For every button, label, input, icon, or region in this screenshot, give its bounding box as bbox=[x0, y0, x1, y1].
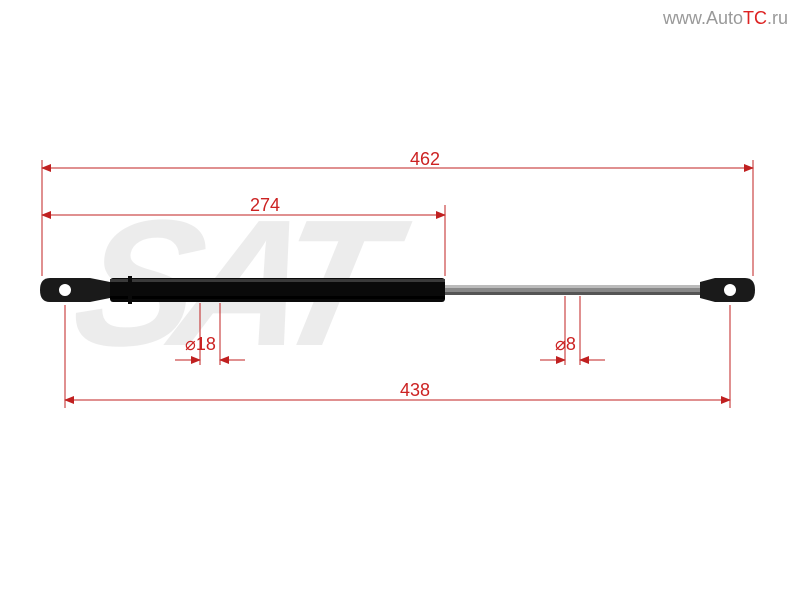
strut-rod bbox=[445, 285, 700, 295]
dim-label-d8: ⌀8 bbox=[555, 334, 576, 355]
left-end-fitting bbox=[40, 278, 110, 302]
dim-label-462: 462 bbox=[410, 149, 440, 170]
dim-label-438: 438 bbox=[400, 380, 430, 401]
technical-drawing bbox=[0, 0, 800, 600]
dim-label-d18: ⌀18 bbox=[185, 334, 216, 355]
strut-body bbox=[110, 276, 445, 304]
right-end-fitting bbox=[700, 278, 755, 302]
dim-label-274: 274 bbox=[250, 195, 280, 216]
